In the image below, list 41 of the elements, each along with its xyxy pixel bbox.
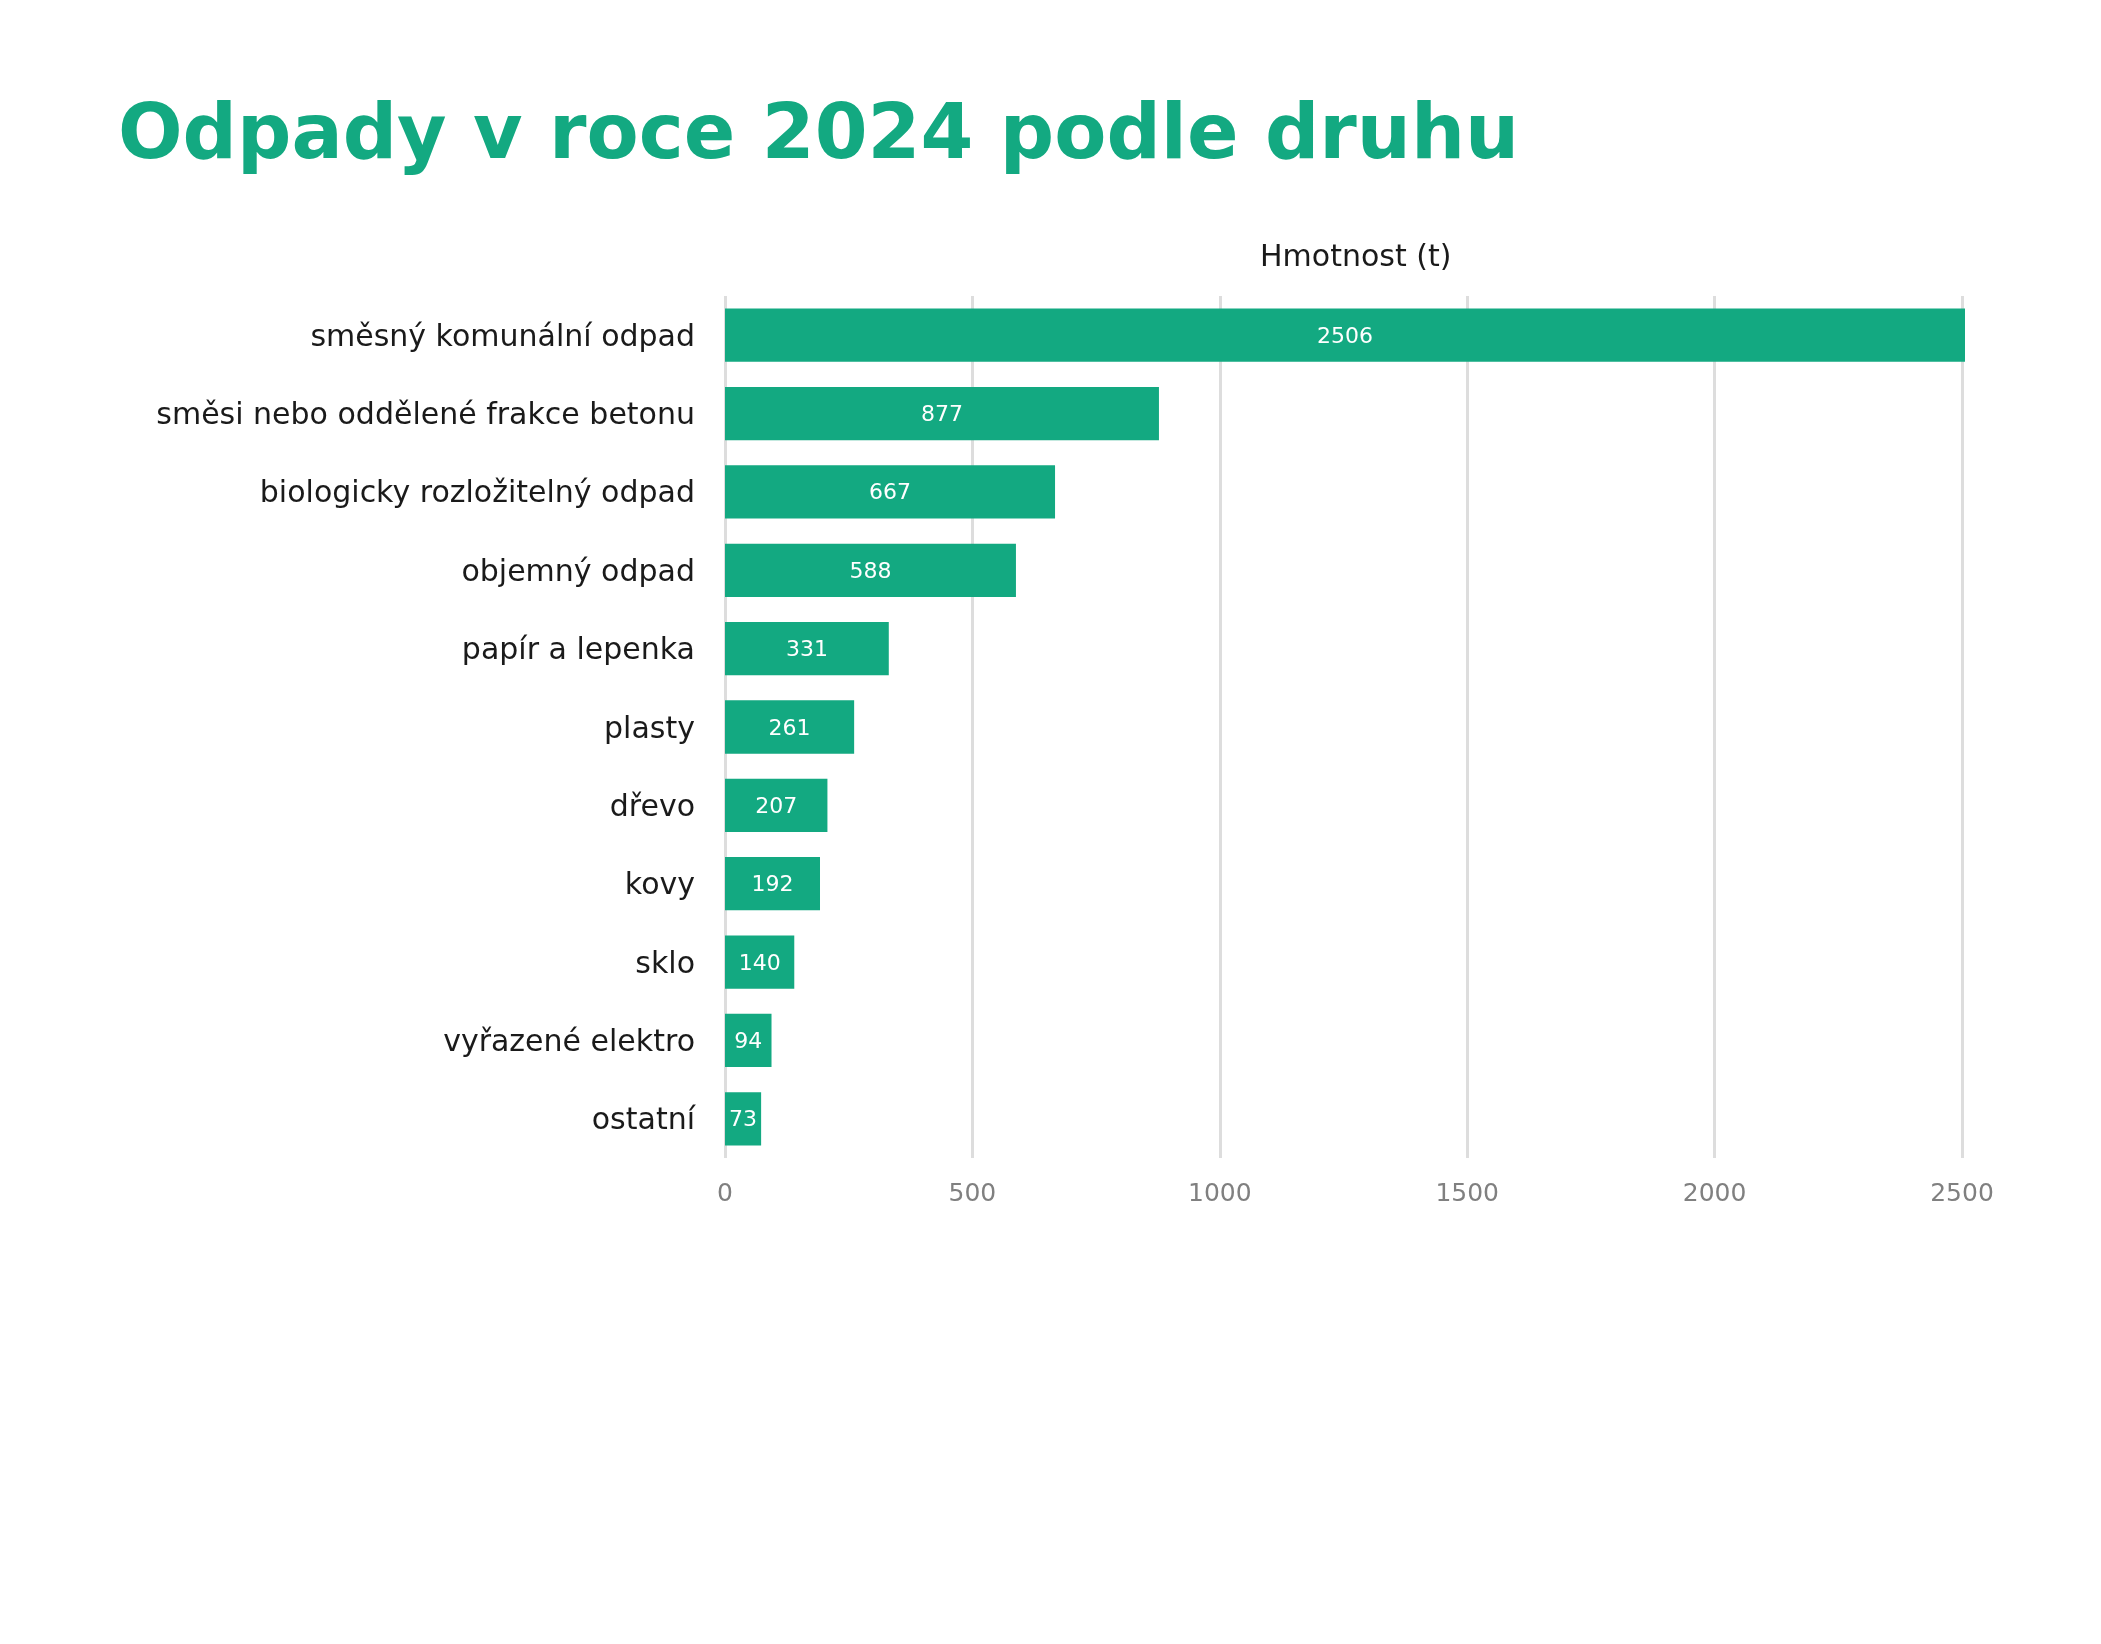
y-tick-label: objemný odpad	[461, 552, 695, 588]
data-label: 207	[755, 792, 798, 818]
y-tick-label: směsný komunální odpad	[310, 317, 695, 353]
data-label: 140	[738, 949, 781, 975]
y-tick-label: vyřazené elektro	[443, 1022, 695, 1058]
bar	[725, 621, 889, 676]
x-tick-label: 0	[717, 1178, 733, 1207]
bar	[725, 465, 1056, 519]
y-tick-label: kovy	[624, 866, 695, 902]
data-label: 588	[849, 557, 892, 583]
y-tick-label: ostatní	[591, 1101, 697, 1137]
data-label: 192	[751, 871, 794, 897]
bar	[725, 543, 1016, 597]
data-label: 331	[785, 636, 828, 662]
x-tick-label: 1000	[1188, 1178, 1252, 1207]
y-tick-label: dřevo	[609, 787, 695, 823]
bar	[725, 778, 828, 833]
bar	[725, 386, 1159, 441]
data-label: 261	[768, 714, 811, 740]
bar	[725, 935, 795, 989]
x-tick-label: 2500	[1930, 1178, 1994, 1207]
bar	[725, 1013, 772, 1068]
x-tick-label: 1500	[1435, 1178, 1500, 1207]
bar	[725, 308, 1965, 362]
bar	[725, 700, 855, 754]
x-axis-title: Hmotnost (t)	[1260, 237, 1452, 273]
y-tick-label: sklo	[635, 944, 695, 980]
y-tick-label: směsi nebo oddělené frakce betonu	[156, 396, 695, 432]
y-tick-label: papír a lepenka	[461, 631, 695, 667]
data-label: 2506	[1317, 322, 1373, 348]
bar	[725, 857, 820, 911]
data-label: 667	[869, 479, 912, 505]
data-label: 877	[920, 401, 963, 427]
x-tick-label: 2000	[1682, 1178, 1747, 1207]
data-label: 73	[729, 1106, 758, 1132]
chart-title: Odpady v roce 2024 podle druhu	[118, 86, 1520, 176]
bar	[725, 1092, 762, 1146]
y-tick-label: biologicky rozložitelný odpad	[259, 474, 695, 510]
x-tick-label: 500	[948, 1178, 997, 1207]
y-tick-label: plasty	[604, 709, 695, 745]
data-label: 94	[734, 1027, 763, 1053]
